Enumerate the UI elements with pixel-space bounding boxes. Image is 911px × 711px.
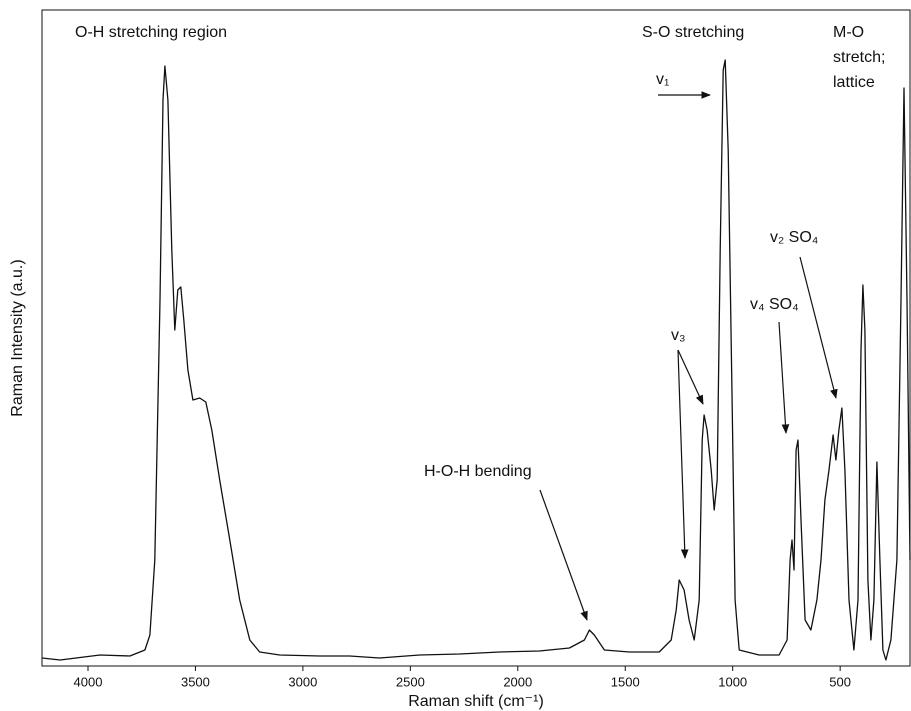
annotation: S-O stretching	[642, 24, 744, 41]
x-tick-label: 3000	[288, 674, 317, 689]
arrow	[778, 321, 790, 434]
annotation: v₁	[656, 71, 669, 88]
x-tick-label: 500	[829, 674, 851, 689]
x-tick-label: 2500	[396, 674, 425, 689]
arrow	[677, 349, 689, 559]
arrows	[539, 91, 838, 621]
x-tick-label: 1000	[718, 674, 747, 689]
arrow	[677, 349, 704, 405]
x-tick-label: 4000	[74, 674, 103, 689]
spectrum-line	[41, 59, 911, 661]
x-tick-label: 1500	[611, 674, 640, 689]
annotation: v₃	[671, 327, 686, 344]
annotation: M-O	[833, 24, 864, 41]
plot-frame	[41, 9, 911, 667]
annotation: v₄ SO₄	[750, 296, 799, 313]
x-axis-label: Raman shift (cm⁻¹)	[408, 693, 544, 710]
x-tick-label: 3500	[181, 674, 210, 689]
annotation: v₂ SO₄	[770, 229, 818, 246]
annotation: H-O-H bending	[424, 463, 532, 480]
x-tick-label: 2000	[503, 674, 532, 689]
annotation: stretch;	[833, 49, 885, 66]
arrow	[799, 256, 838, 399]
annotation: O-H stretching region	[75, 24, 227, 41]
arrow	[539, 489, 588, 621]
annotation: lattice	[833, 74, 875, 91]
y-axis-label: Raman Intensity (a.u.)	[9, 259, 26, 416]
